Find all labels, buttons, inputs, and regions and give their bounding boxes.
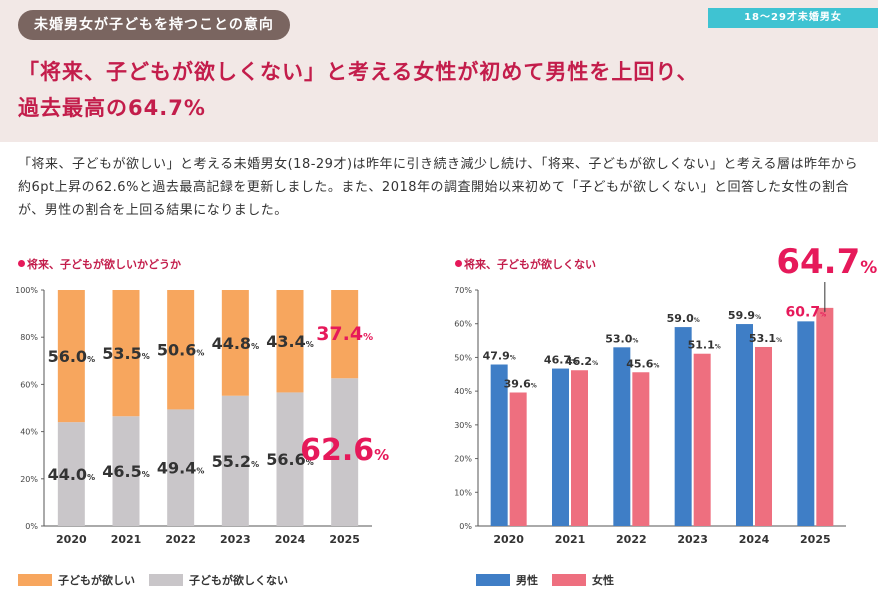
- bar-female: [509, 392, 527, 526]
- bar-female: [755, 346, 772, 526]
- headline-line-1: 「将来、子どもが欲しくない」と考える女性が初めて男性を上回り、: [18, 60, 699, 84]
- x-tick-label: 2020: [493, 533, 524, 546]
- bar-want: [112, 290, 140, 417]
- left-chart-title: 将来、子どもが欲しいかどうか: [18, 256, 181, 272]
- x-tick-label: 2024: [739, 533, 770, 546]
- legend-swatch-female: [552, 574, 586, 586]
- x-tick-label: 2023: [220, 533, 251, 546]
- bar-not-want: [167, 409, 195, 526]
- bar-not-want: [57, 422, 85, 526]
- y-tick-label: 20%: [454, 455, 472, 464]
- bar-not-want: [331, 378, 359, 526]
- y-tick-label: 60%: [454, 320, 472, 329]
- bullet-dot-icon: [455, 260, 462, 267]
- y-tick-label: 0%: [459, 522, 472, 531]
- bar-female: [816, 307, 834, 526]
- bar-female: [571, 370, 588, 526]
- bar-male: [674, 327, 692, 526]
- bar-male: [552, 368, 569, 526]
- data-label-not-want: 49.4%: [157, 459, 205, 478]
- bullet-dot-icon: [18, 260, 25, 267]
- bar-want: [57, 290, 85, 423]
- data-label-want: 37.4%: [316, 323, 373, 345]
- x-tick-label: 2025: [329, 533, 360, 546]
- legend-swatch-want: [18, 574, 52, 586]
- legend-label-female: 女性: [592, 574, 614, 587]
- y-tick-label: 80%: [20, 333, 38, 342]
- bar-male: [613, 347, 631, 526]
- data-label-female: 39.6%: [504, 377, 537, 390]
- header-band: 未婚男女が子どもを持つことの意向 18～29才未婚男女 「将来、子どもが欲しくな…: [0, 0, 878, 142]
- y-tick-label: 50%: [454, 353, 472, 362]
- y-tick-label: 30%: [454, 421, 472, 430]
- data-label-not-want: 56.6%: [266, 450, 314, 469]
- data-label-female: 51.1%: [688, 339, 721, 352]
- bar-want: [276, 290, 304, 393]
- legend-label-want: 子どもが欲しい: [58, 574, 135, 587]
- data-label-female: 64.7%: [776, 242, 877, 282]
- right-chart-title: 将来、子どもが欲しくない: [455, 256, 596, 272]
- x-tick-label: 2022: [165, 533, 196, 546]
- y-tick-label: 40%: [20, 428, 38, 437]
- right-legend: 男性 女性: [476, 572, 614, 588]
- x-tick-label: 2021: [111, 533, 142, 546]
- right-chart-title-text: 将来、子どもが欲しくない: [464, 258, 596, 271]
- data-label-female: 45.6%: [626, 357, 659, 370]
- target-tag: 18～29才未婚男女: [708, 8, 878, 28]
- legend-swatch-not-want: [149, 574, 183, 586]
- body-paragraph: 「将来、子どもが欲しい」と考える未婚男女(18-29才)は昨年に引き続き減少し続…: [18, 157, 858, 218]
- data-label-want: 43.4%: [266, 332, 314, 351]
- left-chart-title-text: 将来、子どもが欲しいかどうか: [27, 258, 181, 271]
- y-tick-label: 0%: [25, 522, 38, 531]
- y-tick-label: 100%: [15, 286, 38, 295]
- data-label-male: 47.9%: [483, 350, 516, 363]
- x-tick-label: 2025: [800, 533, 831, 546]
- data-label-male: 60.7%: [786, 304, 827, 320]
- left-legend: 子どもが欲しい 子どもが欲しくない: [18, 572, 288, 588]
- data-label-want: 53.5%: [102, 344, 150, 363]
- legend-label-male: 男性: [516, 574, 538, 587]
- x-tick-label: 2023: [677, 533, 708, 546]
- x-tick-label: 2022: [616, 533, 647, 546]
- data-label-want: 44.8%: [212, 334, 259, 353]
- y-tick-label: 20%: [20, 475, 38, 484]
- data-label-male: 59.0%: [667, 312, 700, 325]
- y-tick-label: 60%: [20, 380, 38, 389]
- headline: 「将来、子どもが欲しくない」と考える女性が初めて男性を上回り、 過去最高の64.…: [18, 54, 858, 126]
- data-label-male: 59.9%: [728, 309, 761, 322]
- bar-female: [632, 372, 650, 526]
- data-label-male: 46.7%: [544, 354, 577, 367]
- x-tick-label: 2021: [555, 533, 586, 546]
- legend-label-not-want: 子どもが欲しくない: [189, 574, 288, 587]
- bar-female: [693, 353, 711, 526]
- legend-swatch-male: [476, 574, 510, 586]
- data-label-female: 53.1%: [749, 332, 782, 345]
- bar-not-want: [276, 392, 304, 526]
- bar-want: [331, 290, 359, 379]
- x-tick-label: 2024: [275, 533, 306, 546]
- data-label-want: 56.0%: [48, 347, 96, 366]
- data-label-female: 46.2%: [565, 355, 598, 368]
- y-tick-label: 70%: [454, 286, 472, 295]
- data-label-male: 53.0%: [605, 332, 638, 345]
- x-tick-label: 2020: [56, 533, 87, 546]
- bar-male: [736, 324, 753, 526]
- data-label-want: 50.6%: [157, 341, 205, 360]
- bar-male: [490, 364, 508, 526]
- headline-line-2: 過去最高の64.7%: [18, 96, 206, 120]
- data-label-not-want: 55.2%: [212, 452, 259, 471]
- bar-want: [221, 290, 249, 396]
- bar-not-want: [221, 395, 249, 526]
- bar-want: [167, 290, 195, 410]
- data-label-not-want: 62.6%: [300, 433, 389, 468]
- data-label-not-want: 46.5%: [102, 462, 150, 481]
- section-pill: 未婚男女が子どもを持つことの意向: [18, 10, 290, 40]
- data-label-not-want: 44.0%: [48, 465, 96, 484]
- bar-not-want: [112, 416, 140, 526]
- bar-male: [797, 321, 815, 526]
- y-tick-label: 10%: [454, 488, 472, 497]
- y-tick-label: 40%: [454, 387, 472, 396]
